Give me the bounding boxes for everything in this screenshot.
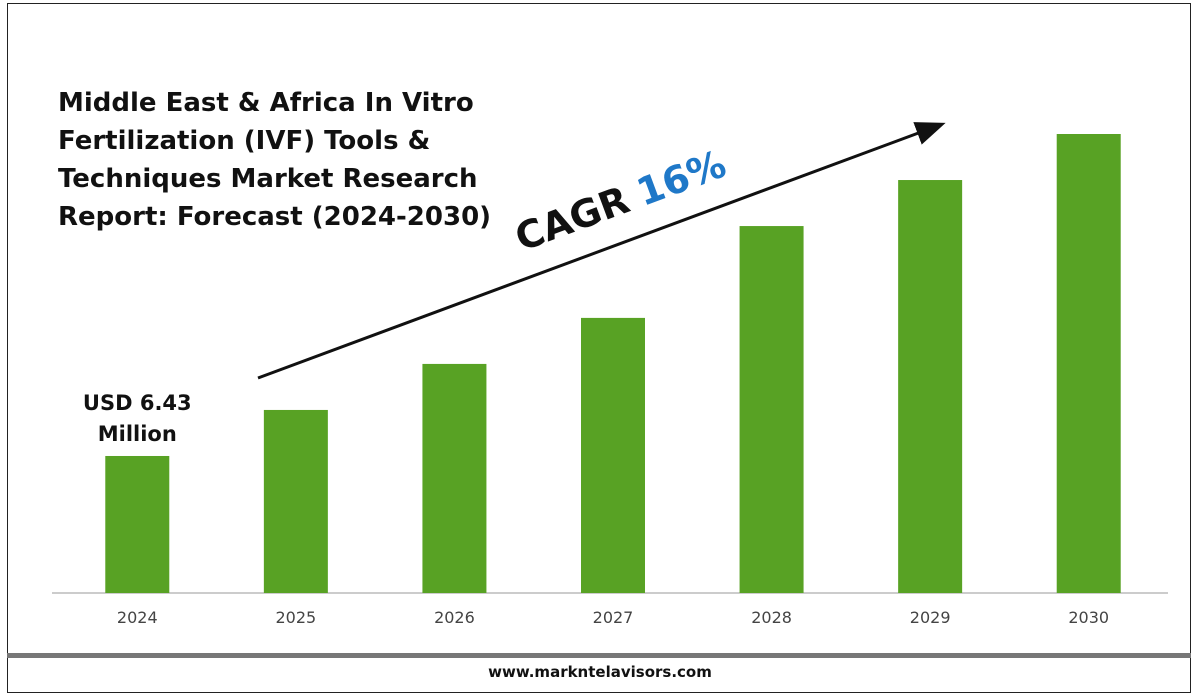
bar xyxy=(422,363,487,593)
source: www.markntelavisors.com xyxy=(488,663,712,681)
x-tick-label: 2028 xyxy=(751,608,792,627)
bar xyxy=(263,409,328,593)
frame xyxy=(7,3,1191,693)
x-tick-label: 2024 xyxy=(117,608,158,627)
x-tick-label: 2027 xyxy=(593,608,634,627)
cagr-value: 16% xyxy=(631,142,732,215)
cagr-label: CAGR xyxy=(509,178,635,260)
x-tick-label: 2029 xyxy=(910,608,951,627)
bar xyxy=(581,317,645,593)
bar xyxy=(1056,134,1121,593)
x-tick-label: 2030 xyxy=(1068,608,1109,627)
bar xyxy=(105,455,170,593)
chart-title: Middle East & Africa In Vitro Fertilizat… xyxy=(58,88,492,232)
bar xyxy=(739,226,804,593)
bar xyxy=(898,180,963,593)
value-label: USD 6.43 Million xyxy=(82,390,192,446)
footer-bar xyxy=(7,653,1191,658)
x-tick-label: 2026 xyxy=(434,608,475,627)
x-tick-label: 2025 xyxy=(275,608,316,627)
trend-arrow xyxy=(257,122,946,380)
